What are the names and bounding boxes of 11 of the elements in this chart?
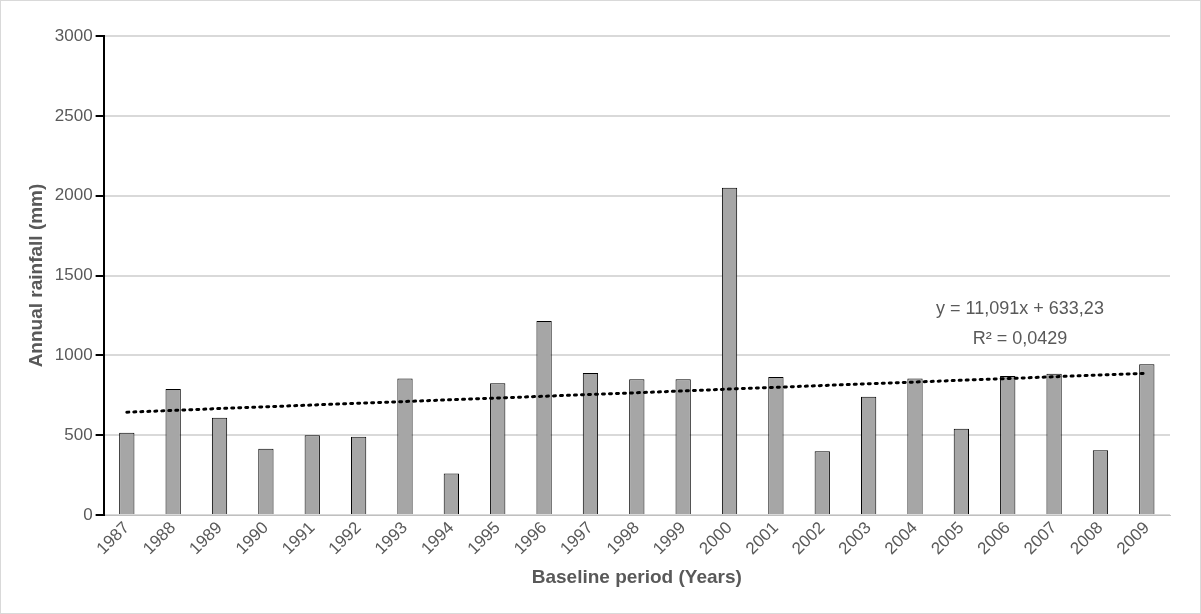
y-tick-label: 500 bbox=[64, 424, 93, 444]
y-tick-label: 1000 bbox=[54, 345, 93, 365]
y-tick-label: 2000 bbox=[54, 185, 93, 205]
y-tick-label: 2500 bbox=[54, 105, 93, 125]
annotation: y = 11,091x + 633,23 bbox=[936, 298, 1104, 319]
y-tick-label: 1500 bbox=[54, 265, 93, 285]
y-tick-label: 0 bbox=[83, 504, 93, 524]
x-axis-title: Baseline period (Years) bbox=[531, 565, 742, 587]
y-tick-label: 3000 bbox=[54, 25, 93, 45]
y-axis-title: Annual rainfall (mm) bbox=[24, 183, 46, 368]
annotation: R² = 0,0429 bbox=[972, 328, 1068, 349]
